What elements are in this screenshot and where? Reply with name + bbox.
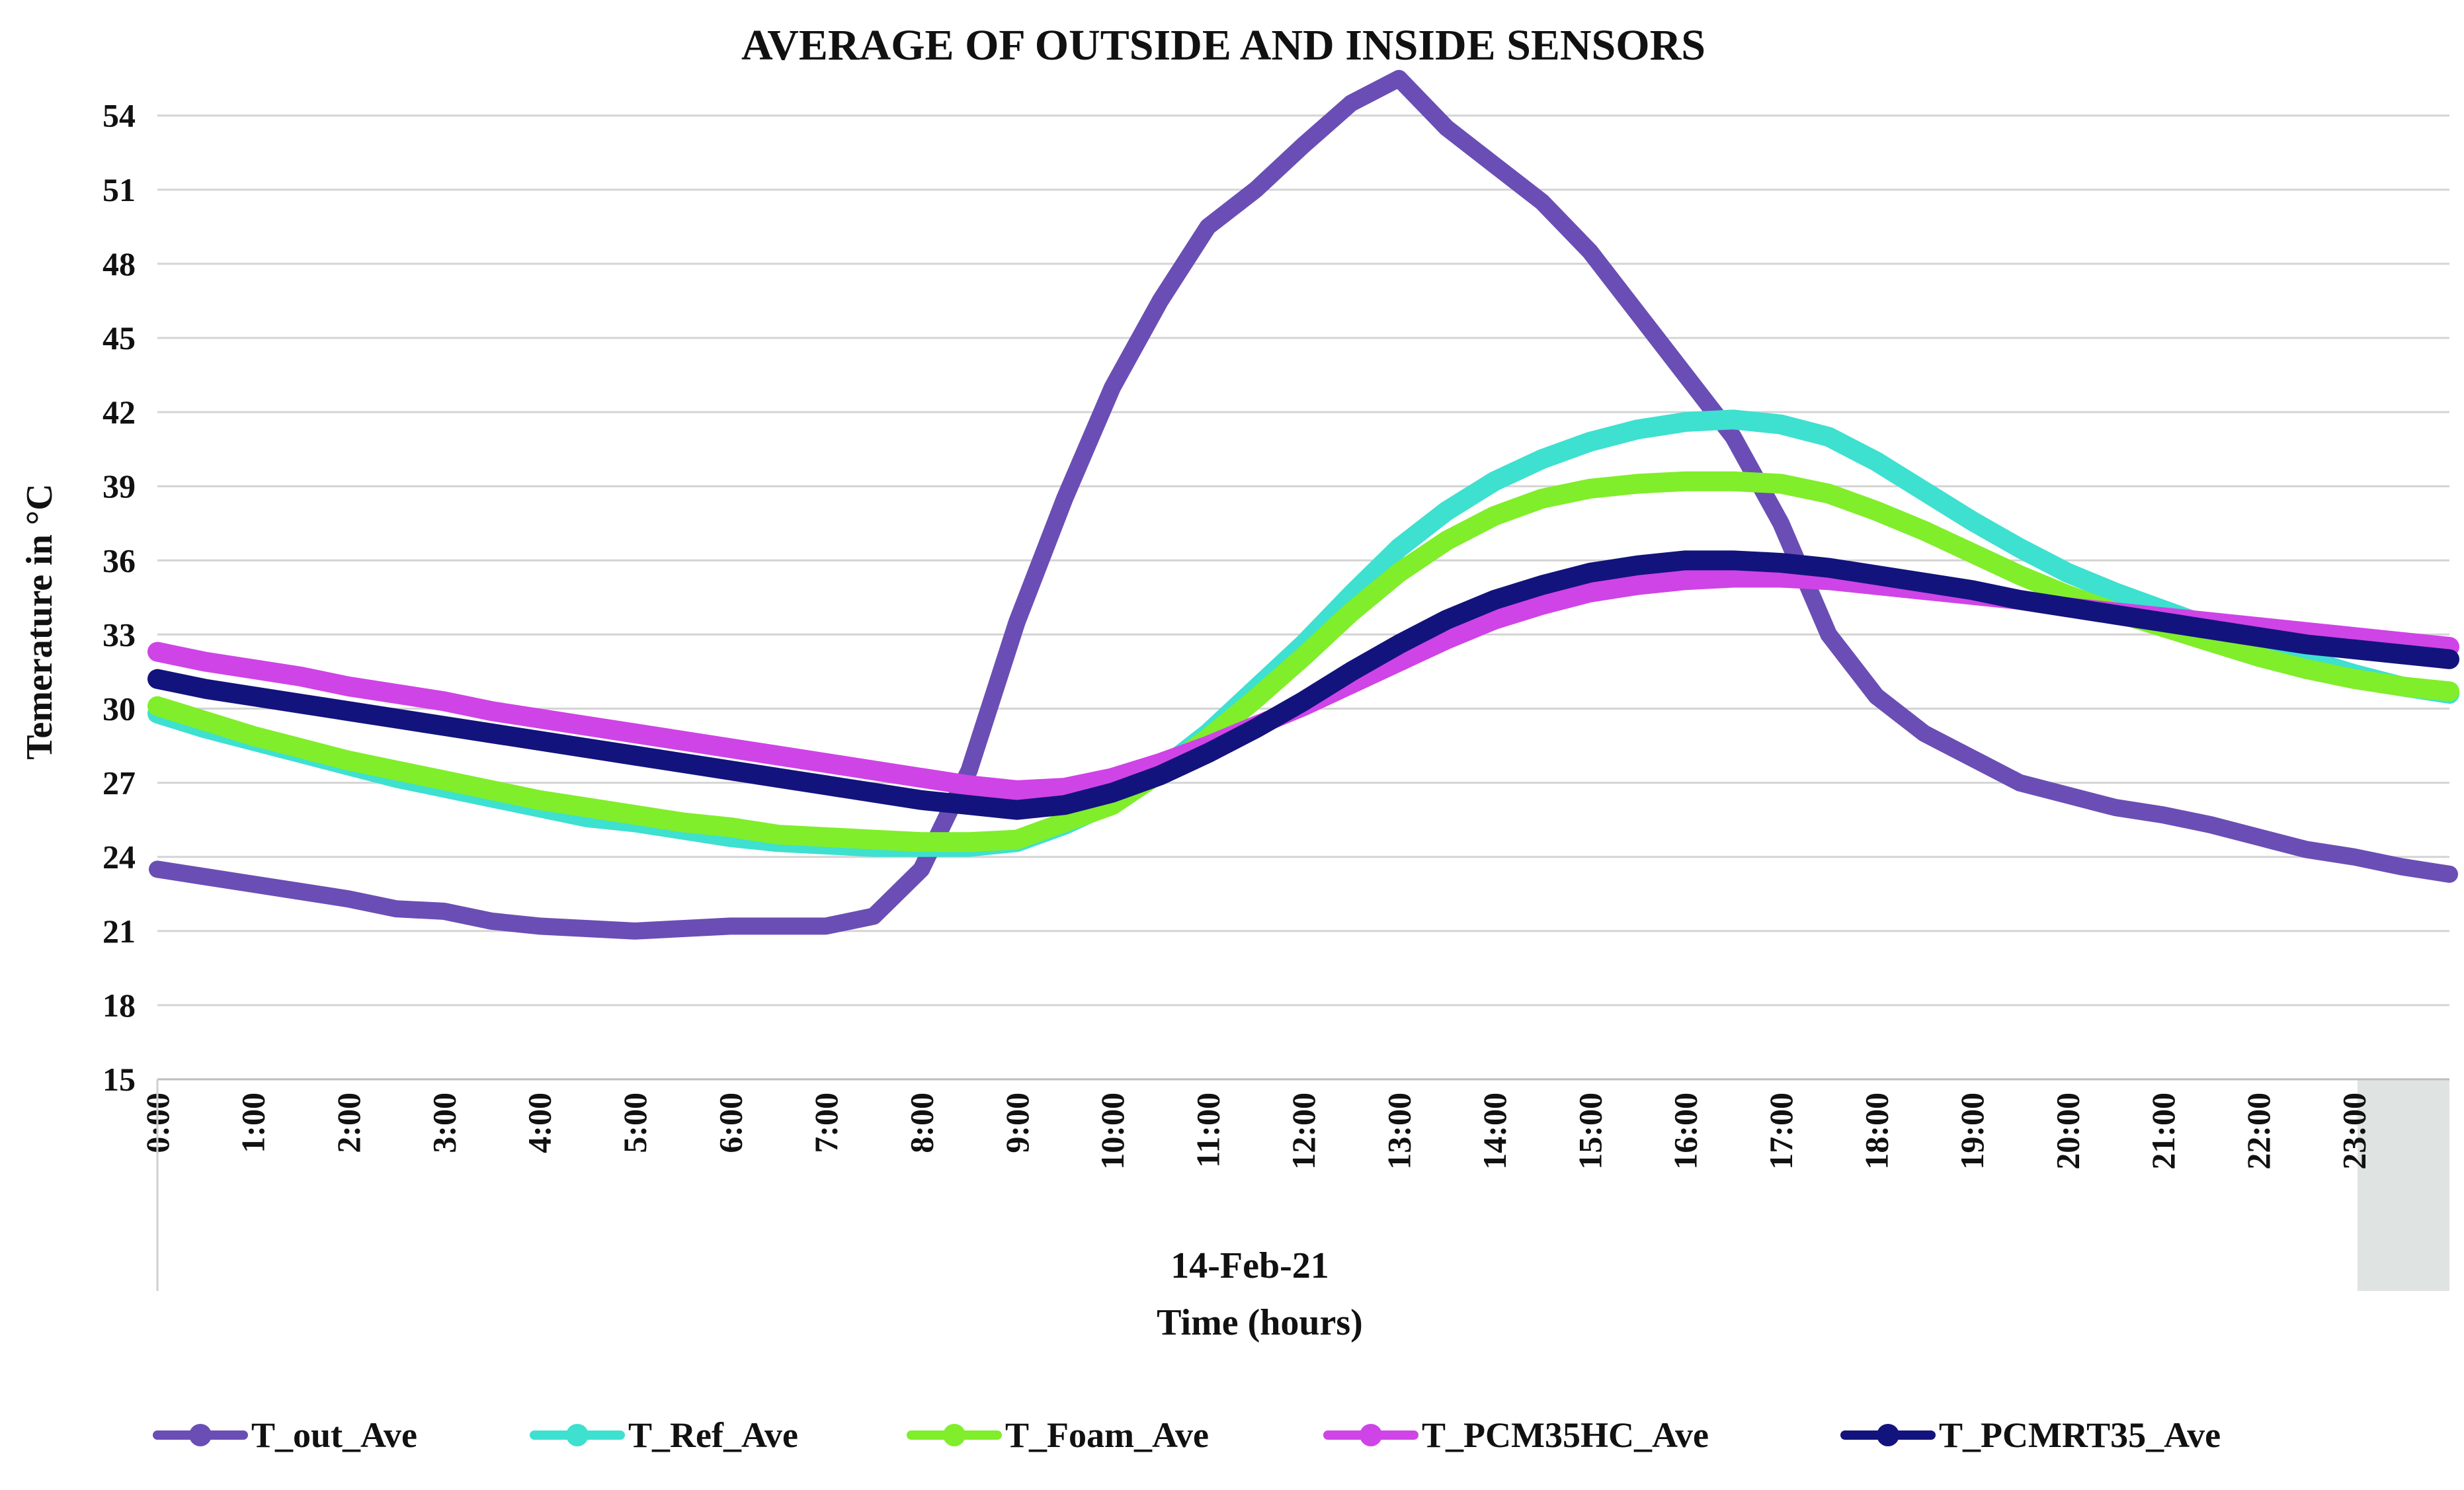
y-tick-label: 48 [103,245,136,282]
x-tick-label: 13:00 [1380,1093,1417,1170]
y-tick-label: 15 [103,1061,136,1098]
x-tick-label: 8:00 [903,1093,940,1153]
y-tick-label: 54 [103,97,136,134]
x-tick-label: 11:00 [1190,1093,1227,1168]
x-tick-label: 6:00 [712,1093,749,1153]
x-tick-label: 18:00 [1858,1093,1895,1170]
legend: T_out_Ave T_Ref_Ave T_Foam_Ave T_PCM35HC_Av… [153,1415,2221,1455]
legend-label: T_PCMRT35_Ave [1939,1415,2221,1455]
y-tick-label: 27 [103,765,136,802]
legend-item-T_out_Ave: T_out_Ave [153,1415,417,1455]
x-tick-label: 19:00 [1953,1093,1991,1170]
x-tick-label: 14:00 [1476,1093,1513,1170]
x-tick-label: 16:00 [1667,1093,1704,1170]
y-tick-label: 24 [103,839,136,876]
x-axis-ticks: 0:00 1:00 2:00 3:00 4:00 5:00 6:00 7:00 8:00 9:00… [139,1093,2373,1170]
chart-title: AVERAGE OF OUTSIDE AND INSIDE SENSORS [741,21,1705,69]
y-tick-label: 18 [103,987,136,1024]
legend-label: T_Ref_Ave [628,1415,798,1455]
legend-item-T_Ref_Ave: T_Ref_Ave [530,1415,798,1455]
y-tick-label: 42 [103,393,136,431]
y-tick-label: 33 [103,616,136,653]
series-line-T_out_Ave [149,69,2458,940]
y-axis-label: Temerature in °C [19,483,60,759]
x-tick-label: 9:00 [999,1093,1036,1153]
y-axis-ticks: 15 18 21 24 27 30 33 36 39 42 45 48 51 54 [103,97,136,1098]
x-axis-date-label: 14-Feb-21 [1170,1245,1329,1286]
x-tick-label: 4:00 [521,1093,558,1153]
x-tick-label: 10:00 [1094,1093,1131,1170]
legend-swatch-marker [566,1424,589,1446]
legend-swatch-marker [1360,1424,1382,1446]
x-tick-label: 2:00 [330,1093,367,1153]
x-tick-label: 20:00 [2049,1093,2086,1170]
legend-label: T_out_Ave [251,1415,417,1455]
series-line-T_Foam_Ave [147,471,2459,852]
legend-label: T_Foam_Ave [1005,1415,1209,1455]
y-tick-label: 45 [103,319,136,356]
x-tick-label: 1:00 [234,1093,271,1153]
series-lines [147,69,2459,940]
y-tick-label: 51 [103,171,136,208]
y-tick-label: 30 [103,690,136,727]
x-tick-label: 22:00 [2240,1093,2277,1170]
legend-item-T_PCM35HC_Ave: T_PCM35HC_Ave [1323,1415,1709,1455]
x-tick-label: 12:00 [1285,1093,1322,1170]
x-tick-label: 21:00 [2145,1093,2182,1170]
x-tick-label: 7:00 [807,1093,844,1153]
legend-item-T_Foam_Ave: T_Foam_Ave [907,1415,1209,1455]
y-tick-label: 36 [103,542,136,579]
x-tick-label: 23:00 [2336,1093,2373,1170]
x-tick-label: 3:00 [425,1093,462,1153]
y-tick-label: 21 [103,913,136,950]
legend-swatch-marker [189,1424,212,1446]
x-axis-label: Time (hours) [1157,1302,1363,1343]
legend-label: T_PCM35HC_Ave [1422,1415,1709,1455]
x-tick-label: 15:00 [1571,1093,1608,1170]
gridlines [157,114,2449,1007]
x-tick-label: 17:00 [1762,1093,1799,1170]
x-tick-label: 5:00 [616,1093,653,1153]
y-tick-label: 39 [103,468,136,505]
legend-item-T_PCMRT35_Ave: T_PCMRT35_Ave [1840,1415,2221,1455]
legend-swatch-marker [1877,1424,1899,1446]
legend-swatch-marker [943,1424,965,1446]
series-line-T_PCMRT35_Ave [147,550,2459,820]
x-axis-shaded-region [2358,1079,2449,1291]
